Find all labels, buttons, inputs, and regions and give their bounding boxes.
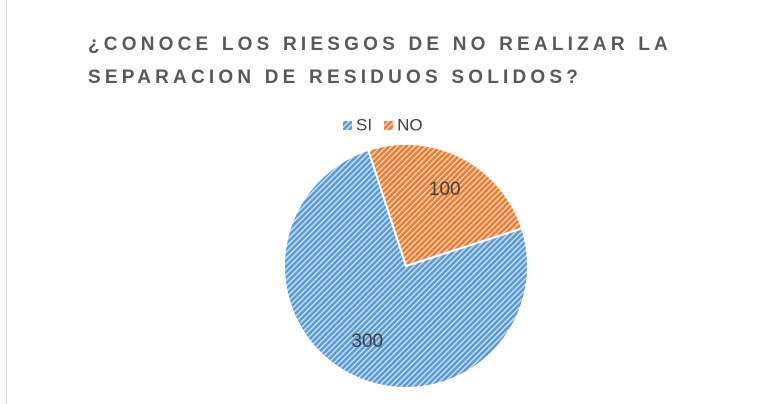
- chart-title: ¿CONOCE LOS RIESGOS DE NO REALIZAR LA SE…: [88, 34, 672, 88]
- chart-border: [6, 0, 7, 404]
- legend-label: SI: [356, 115, 372, 134]
- pie-slice: [283, 148, 529, 389]
- legend-swatch: [384, 121, 394, 130]
- data-label: 300: [351, 331, 383, 352]
- pie-slice: [367, 143, 524, 268]
- legend-swatch: [343, 121, 352, 130]
- legend-label: NO: [397, 115, 423, 134]
- data-label: 100: [429, 179, 461, 200]
